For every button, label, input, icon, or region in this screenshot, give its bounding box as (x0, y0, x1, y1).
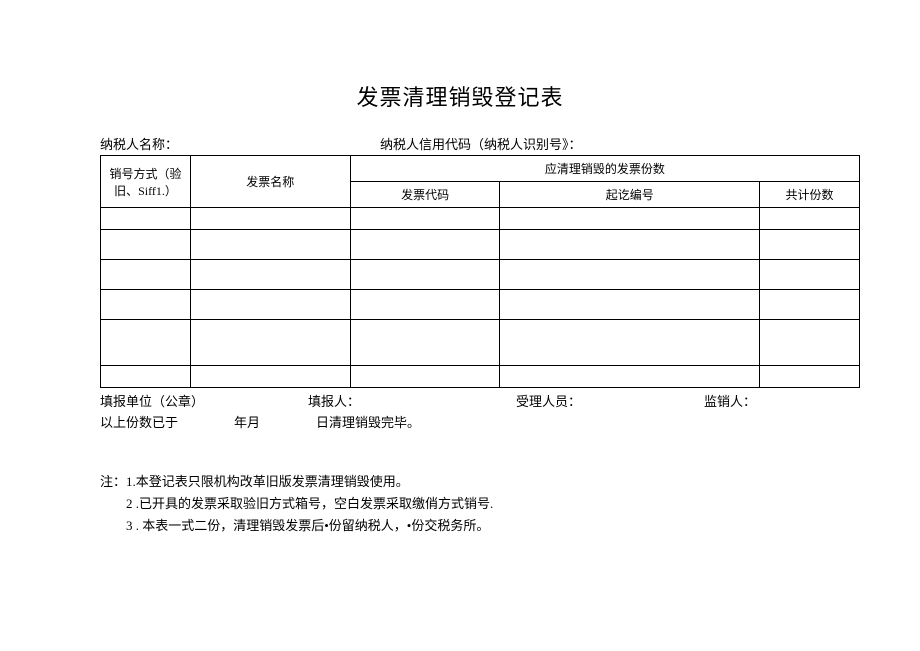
taxpayer-name-label: 纳税人名称： (100, 134, 380, 153)
header-labels: 纳税人名称： 纳税人信用代码（纳税人识别号》： (70, 134, 850, 153)
supervisor-label: 监销人： (704, 391, 756, 410)
filler-label: 填报人： (308, 391, 508, 410)
page-title: 发票清理销毁登记表 (70, 80, 850, 112)
invoice-table: 销号方式（验旧、Siff1.） 发票名称 应清理销毁的发票份数 发票代码 起讫编… (100, 155, 860, 388)
table-row (101, 260, 860, 290)
table-row (101, 208, 860, 230)
notes-block: 注：1.本登记表只限机构改革旧版发票清理销毁使用。 2 .已开具的发票采取验旧方… (100, 471, 850, 537)
taxpayer-code-label: 纳税人信用代码（纳税人识别号》： (380, 134, 850, 153)
note-1: 注：1.本登记表只限机构改革旧版发票清理销毁使用。 (100, 471, 850, 493)
unit-label: 填报单位（公章） (100, 391, 300, 410)
note-2: 2 .已开具的发票采取验旧方式箱号，空白发票采取缴俏方式销号. (100, 493, 850, 515)
col1-header: 销号方式（验旧、Siff1.） (101, 156, 191, 208)
col5-header: 共计份数 (760, 182, 860, 208)
col3-header: 发票代码 (350, 182, 500, 208)
col2-header: 发票名称 (190, 156, 350, 208)
table-row (101, 366, 860, 388)
table-row (101, 230, 860, 260)
line2-suffix: 日清理销毁完毕。 (316, 412, 420, 431)
footer-row-1: 填报单位（公章） 填报人： 受理人员： 监销人： (100, 391, 850, 410)
footer-row-2: 以上份数已于 年月 日清理销毁完毕。 (100, 412, 850, 431)
receiver-label: 受理人员： (516, 391, 696, 410)
table-row (101, 320, 860, 366)
line2-prefix: 以上份数已于 (100, 412, 178, 431)
col4-header: 起讫编号 (500, 182, 760, 208)
table-row (101, 290, 860, 320)
line2-ym: 年月 (234, 412, 260, 431)
note-3: 3 . 本表一式二份，清理销毁发票后•份留纳税人，•份交税务所。 (100, 515, 850, 537)
merged-header: 应清理销毁的发票份数 (350, 156, 859, 182)
